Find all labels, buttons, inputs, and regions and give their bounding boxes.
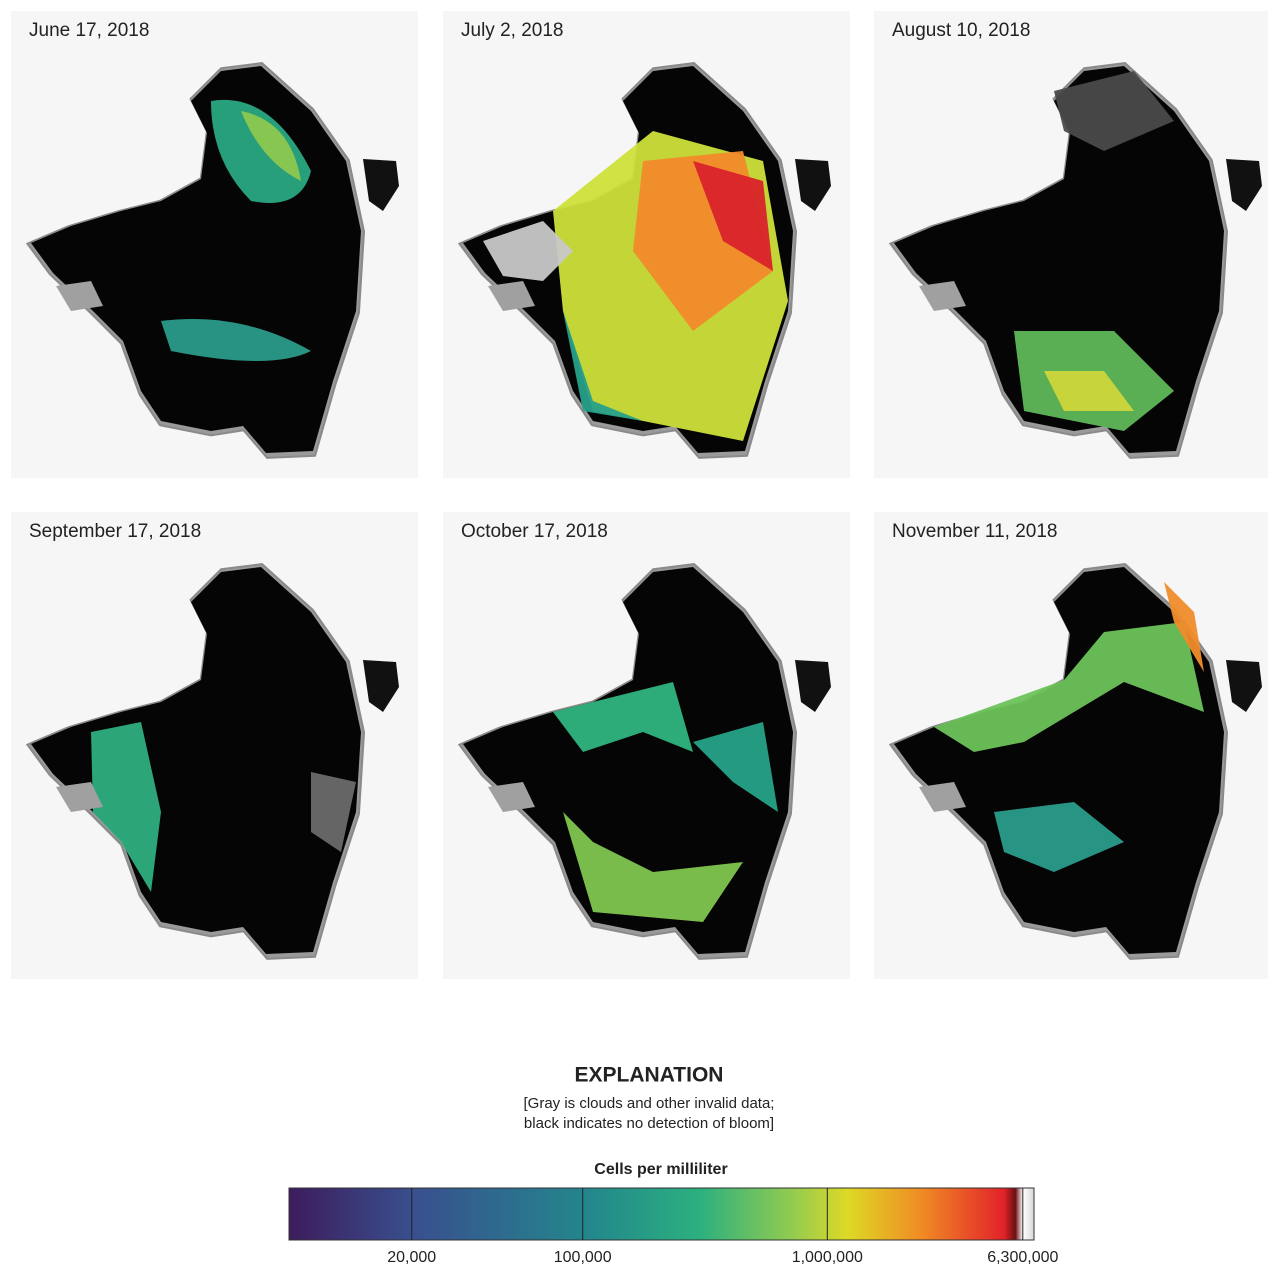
map-panel: August 10, 2018 — [874, 11, 1268, 478]
panel-date: October 17, 2018 — [461, 521, 608, 542]
colorbar-tick-label: 100,000 — [554, 1249, 612, 1266]
map-panel: July 2, 2018 — [443, 11, 850, 478]
map-panel: October 17, 2018 — [443, 512, 850, 979]
map-panel: September 17, 2018 — [11, 512, 418, 979]
panel-date: November 11, 2018 — [892, 521, 1057, 542]
panel-date: August 10, 2018 — [892, 20, 1030, 41]
figure: EXPLANATION [Gray is clouds and other in… — [0, 0, 1268, 1272]
colorbar-tick-label: 1,000,000 — [792, 1249, 863, 1266]
panel-date: June 17, 2018 — [29, 20, 149, 41]
colorbar-tick-label: 20,000 — [387, 1249, 436, 1266]
legend-note: black indicates no detection of bloom] — [524, 1115, 774, 1132]
legend-note: [Gray is clouds and other invalid data; — [524, 1095, 775, 1112]
panel-date: September 17, 2018 — [29, 521, 201, 542]
map-panel: November 11, 2018 — [874, 512, 1268, 979]
colorbar — [289, 1188, 1034, 1240]
map-panel: June 17, 2018 — [11, 11, 418, 478]
legend-title: EXPLANATION — [575, 1064, 724, 1087]
colorbar-tick-label: 6,300,000 — [987, 1249, 1058, 1266]
colorbar-label: Cells per milliliter — [594, 1161, 727, 1178]
panel-date: July 2, 2018 — [461, 20, 563, 41]
